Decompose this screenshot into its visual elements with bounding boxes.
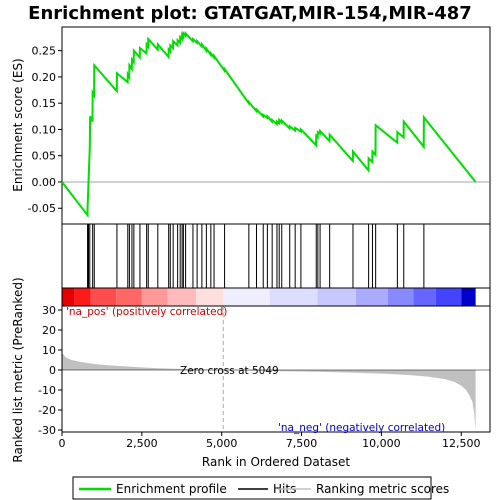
es-y-tick-label: 0.15 (32, 97, 57, 110)
es-y-tick-label: -0.05 (28, 202, 56, 215)
metric-y-ticks: -30 -20 -10 0 10 20 30 (38, 304, 62, 437)
heatmap-segment (116, 288, 142, 306)
metric-y-tick-label: -30 (38, 424, 56, 437)
legend-enrichment-label: Enrichment profile (116, 482, 227, 496)
x-tick-label: 2,500 (126, 437, 158, 450)
x-tick-label: 10,000 (362, 437, 401, 450)
heatmap-segment (387, 288, 414, 306)
es-y-tick-label: 0.25 (32, 45, 57, 58)
hits-panel (61, 223, 491, 289)
heatmap-segment (461, 288, 476, 306)
rank-heatmap (62, 288, 476, 306)
rank-heatmap-panel (61, 287, 491, 307)
x-tick-label: 5,000 (206, 437, 238, 450)
metric-y-tick-label: 10 (42, 344, 56, 357)
x-axis-ticks: 0 2,500 5,000 7,500 10,000 12,500 (59, 432, 481, 450)
negative-correlation-label: 'na_neg' (negatively correlated) (278, 422, 445, 434)
heatmap-segment (141, 288, 168, 306)
es-y-tick-label: 0.05 (32, 150, 57, 163)
heatmap-segment (62, 288, 75, 306)
heatmap-segment (90, 288, 117, 306)
hit-lines (87, 224, 425, 288)
chart-title: Enrichment plot: GTATGAT,MIR-154,MIR-487 (28, 3, 472, 24)
ranking-metric-area (62, 352, 476, 430)
heatmap-segment (196, 288, 224, 306)
metric-y-tick-label: 20 (42, 324, 56, 337)
metric-y-tick-label: 0 (49, 364, 56, 377)
legend-metric-label: Ranking metric scores (316, 482, 449, 496)
enrichment-panel-frame (61, 26, 491, 225)
heatmap-segment (317, 288, 356, 306)
x-tick-label: 12,500 (442, 437, 481, 450)
x-axis-label: Rank in Ordered Dataset (202, 455, 350, 469)
zero-cross-label: Zero cross at 5049 (180, 365, 279, 377)
metric-panel: -30 -20 -10 0 10 20 30 'na_pos' (positively co… (11, 277, 491, 463)
enrichment-panel: -0.05 0.00 0.05 0.10 0.15 0.20 0.25 Enrichment… (11, 26, 491, 225)
es-y-axis-label: Enrichment score (ES) (11, 58, 25, 191)
metric-y-tick-label: -20 (38, 404, 56, 417)
x-tick-label: 7,500 (286, 437, 318, 450)
heatmap-segment (435, 288, 462, 306)
heatmap-segment (355, 288, 388, 306)
es-y-tick-label: 0.20 (32, 71, 57, 84)
metric-panel-frame (61, 305, 491, 433)
legend: Enrichment profile Hits Ranking metric s… (72, 476, 449, 500)
es-y-tick-label: 0.10 (32, 123, 57, 136)
heatmap-segment (74, 288, 91, 306)
metric-y-axis-label: Ranked list metric (PreRanked) (11, 277, 25, 462)
heatmap-segment (413, 288, 436, 306)
x-tick-label: 0 (59, 437, 66, 450)
metric-y-tick-label: -10 (38, 384, 56, 397)
enrichment-profile-line (61, 30, 477, 218)
heatmap-segment (269, 288, 318, 306)
hits-panel-frame (61, 223, 491, 289)
heatmap-segment (167, 288, 197, 306)
positive-correlation-label: 'na_pos' (positively correlated) (66, 306, 227, 318)
es-y-tick-label: 0.00 (32, 176, 57, 189)
legend-frame (72, 476, 432, 500)
heatmap-segment (223, 288, 270, 306)
metric-y-tick-label: 30 (42, 304, 56, 317)
es-y-ticks: -0.05 0.00 0.05 0.10 0.15 0.20 0.25 (28, 45, 62, 215)
